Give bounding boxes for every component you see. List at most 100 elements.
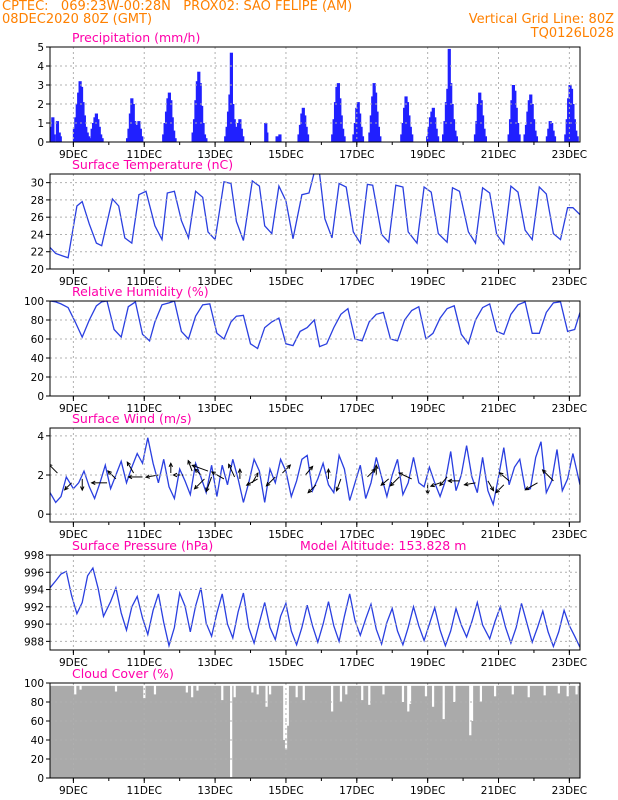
wind-vector — [389, 476, 400, 487]
precip-bar — [517, 134, 521, 142]
y-tick-label: 24 — [31, 229, 45, 241]
precip-bar — [88, 138, 92, 142]
y-tick-label: 30 — [31, 178, 44, 190]
wind-vector — [80, 478, 85, 492]
cloud-cover-gap — [407, 685, 410, 712]
cloud-frame — [49, 682, 581, 779]
x-tick-label: 13DEC — [197, 529, 232, 541]
panel-wind: 0 2 4 9DEC 11DEC 13DEC 15DEC 17DEC 19DEC 21DEC 23D… — [37, 411, 587, 541]
y-tick-label: 990 — [24, 619, 44, 631]
pressure-grid — [50, 555, 580, 650]
y-tick-label: 4 — [37, 61, 44, 73]
wind-vector — [307, 484, 317, 494]
x-tick-label: 21DEC — [481, 149, 516, 161]
y-tick-label: 60 — [31, 334, 44, 346]
y-tick-label: 20 — [31, 754, 44, 766]
x-tick-label: 15DEC — [268, 149, 303, 161]
cloud-cover-gap — [331, 685, 334, 712]
cloud-cover-gap — [185, 685, 188, 693]
precip-bar — [575, 136, 579, 142]
precip-bar — [341, 128, 345, 142]
x-tick-label: 17DEC — [339, 149, 374, 161]
precip-bar — [265, 132, 269, 142]
cloud-cover-gap — [575, 685, 578, 695]
temp-title: Surface Temperature (nC) — [72, 157, 233, 172]
precip-bar — [483, 136, 488, 142]
precip-bar — [229, 52, 233, 142]
wind-vector — [495, 484, 505, 494]
x-tick-label: 17DEC — [339, 403, 374, 415]
panel-cloud: 0 20 40 60 80 100 9DEC 11DEC 13DEC 15DEC 17DEC 19DE… — [24, 666, 587, 797]
cloud-cover-gap — [283, 685, 286, 740]
wind-vector — [524, 482, 538, 491]
wind-vector — [463, 482, 476, 487]
y-tick-label: 0 — [37, 137, 44, 149]
x-tick-label: 19DEC — [410, 276, 445, 288]
cloud-cover-gap — [566, 685, 569, 697]
precip-bar — [173, 138, 177, 142]
cloud-cover-gap — [453, 685, 456, 702]
precip-bar — [58, 136, 62, 142]
y-tick-label: 60 — [31, 716, 44, 728]
cloud-cover-gap — [368, 685, 371, 705]
pressure-title: Surface Pressure (hPa) — [72, 538, 213, 553]
cloud-data — [50, 685, 580, 778]
cloud-cover-gap — [557, 685, 560, 694]
y-tick-label: 1 — [37, 118, 44, 130]
cloud-cover-gap — [269, 685, 272, 695]
precip-bar — [55, 121, 60, 142]
cloud-cover-gap — [191, 685, 194, 698]
cloud-cover-gap — [469, 685, 472, 736]
humidity-grid — [50, 301, 580, 396]
precip-bar — [51, 117, 55, 142]
x-tick-label: 9DEC — [59, 657, 88, 669]
precip-bar — [172, 130, 176, 142]
y-tick-label: 28 — [31, 195, 44, 207]
x-tick-label: 19DEC — [410, 403, 445, 415]
cloud-cover-gap — [470, 685, 474, 721]
x-tick-label: 17DEC — [339, 529, 374, 541]
precip-bar — [342, 136, 346, 142]
y-tick-label: 100 — [24, 296, 44, 308]
wind-vector — [127, 474, 143, 480]
x-tick-label: 13DEC — [197, 149, 232, 161]
x-tick-label: 23DEC — [552, 403, 587, 415]
temp-grid — [50, 174, 580, 269]
humidity-data — [50, 301, 580, 350]
pressure-annotation: Model Altitude: 153.828 m — [300, 538, 466, 553]
x-tick-label: 17DEC — [339, 785, 374, 797]
precip-bar — [204, 138, 208, 142]
temp-frame — [49, 173, 581, 270]
x-tick-label: 23DEC — [552, 149, 587, 161]
precip-bar — [516, 123, 520, 142]
precip-bar — [376, 126, 381, 142]
y-tick-label: 0 — [37, 509, 44, 521]
precip-bar — [278, 134, 282, 142]
header-model: TQ0126L028 — [530, 26, 614, 41]
y-tick-label: 4 — [37, 431, 44, 443]
y-tick-label: 26 — [31, 212, 45, 224]
wind-vector — [63, 482, 72, 491]
precip-frame — [49, 46, 581, 143]
cloud-cover-gap — [251, 685, 254, 693]
cloud-cover-gap — [382, 685, 385, 695]
x-tick-label: 15DEC — [268, 403, 303, 415]
precip-data — [50, 48, 579, 142]
y-tick-label: 3 — [37, 80, 44, 92]
cloud-cover-gap — [493, 685, 497, 697]
x-tick-label: 21DEC — [481, 657, 516, 669]
header-grid-line: Vertical Grid Line: 80Z — [468, 12, 614, 27]
x-tick-label: 17DEC — [339, 657, 374, 669]
precip-bar — [305, 134, 310, 142]
cloud-cover-area — [50, 685, 580, 778]
wind-vector — [90, 480, 108, 486]
x-tick-label: 11DEC — [127, 276, 162, 288]
cloud-cover-gap — [230, 685, 233, 778]
header-station: CPTEC: 069:23W-00:28N PROX02: SAO FELIPE… — [2, 0, 353, 14]
wind-series-line — [50, 437, 580, 507]
x-tick-label: 13DEC — [197, 403, 232, 415]
precip-bar — [138, 128, 142, 142]
y-tick-label: 5 — [37, 42, 44, 54]
wind-vector — [429, 482, 441, 488]
